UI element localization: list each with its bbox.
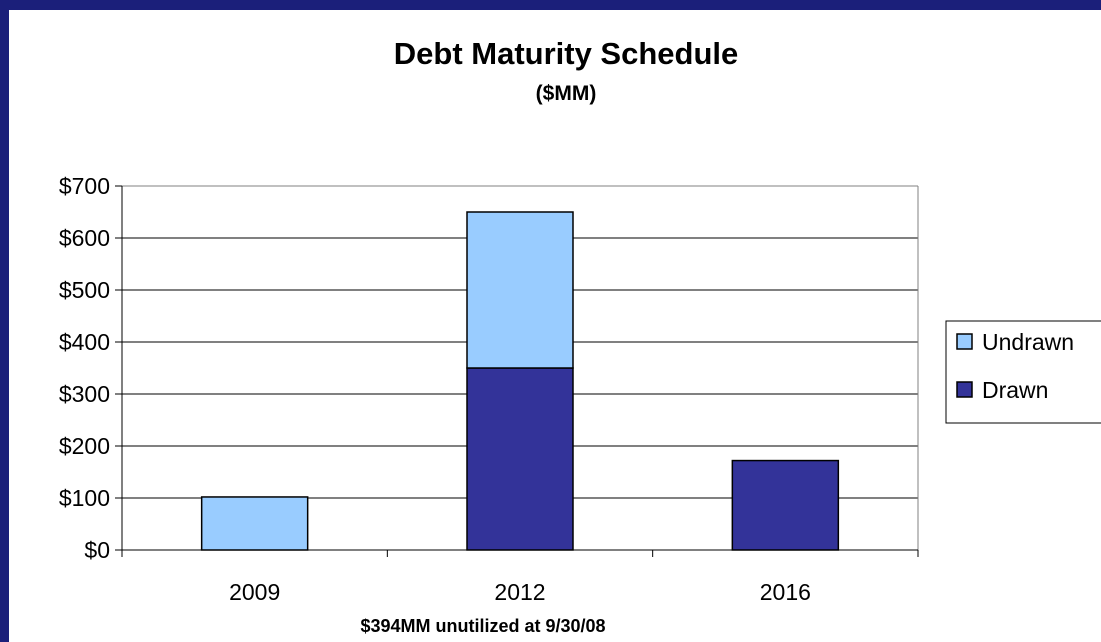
- x-tick-label: 2016: [760, 579, 811, 605]
- y-tick-label: $300: [59, 381, 110, 407]
- footnote: $394MM unutilized at 9/30/08: [360, 616, 605, 636]
- legend-swatch-undrawn: [956, 333, 973, 350]
- x-tick-label: 2009: [229, 579, 280, 605]
- bar-drawn-2012: [466, 367, 574, 551]
- bar-undrawn-2012: [466, 211, 574, 369]
- legend-label-undrawn: Undrawn: [982, 329, 1074, 355]
- axes: $0 $100 $200 $300 $400 $500 $600 $700 2009 2012 20…: [59, 173, 919, 605]
- y-tick-label: $200: [59, 433, 110, 459]
- y-tick-label: $500: [59, 277, 110, 303]
- y-tick-label: $600: [59, 225, 110, 251]
- bars: [200, 211, 840, 551]
- y-tick-label: $700: [59, 173, 110, 199]
- chart-title: Debt Maturity Schedule: [394, 36, 739, 71]
- y-tick-label: $100: [59, 485, 110, 511]
- legend-label-drawn: Drawn: [982, 377, 1048, 403]
- bar-drawn-2016: [731, 459, 840, 551]
- chart-subtitle: ($MM): [536, 82, 597, 105]
- y-tick-label: $400: [59, 329, 110, 355]
- bar-undrawn-2009: [200, 496, 309, 551]
- legend: Undrawn Drawn: [945, 320, 1101, 424]
- y-tick-label: $0: [84, 537, 110, 563]
- legend-swatch-drawn: [956, 381, 973, 398]
- x-tick-label: 2012: [494, 579, 545, 605]
